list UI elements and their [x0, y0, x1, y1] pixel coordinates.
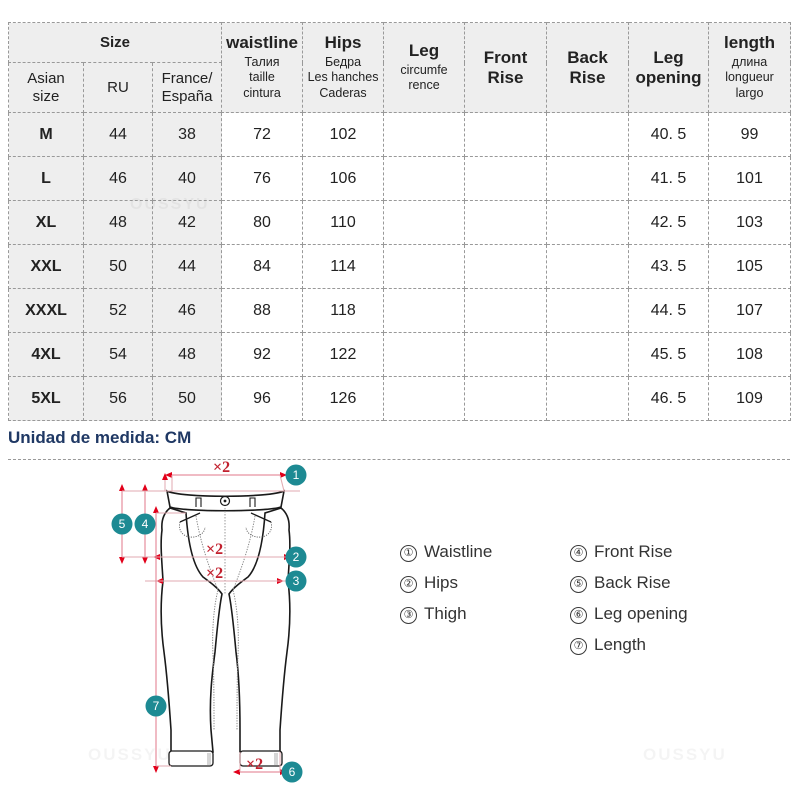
svg-text:2: 2: [293, 550, 300, 564]
svg-text:7: 7: [153, 699, 160, 713]
svg-text:3: 3: [293, 574, 300, 588]
svg-text:×2: ×2: [213, 459, 230, 476]
svg-text:×2: ×2: [206, 565, 223, 582]
svg-text:1: 1: [293, 468, 300, 482]
svg-text:×2: ×2: [206, 541, 223, 558]
svg-text:×2: ×2: [246, 756, 263, 773]
svg-text:4: 4: [142, 517, 149, 531]
svg-text:5: 5: [119, 517, 126, 531]
svg-text:6: 6: [289, 765, 296, 779]
